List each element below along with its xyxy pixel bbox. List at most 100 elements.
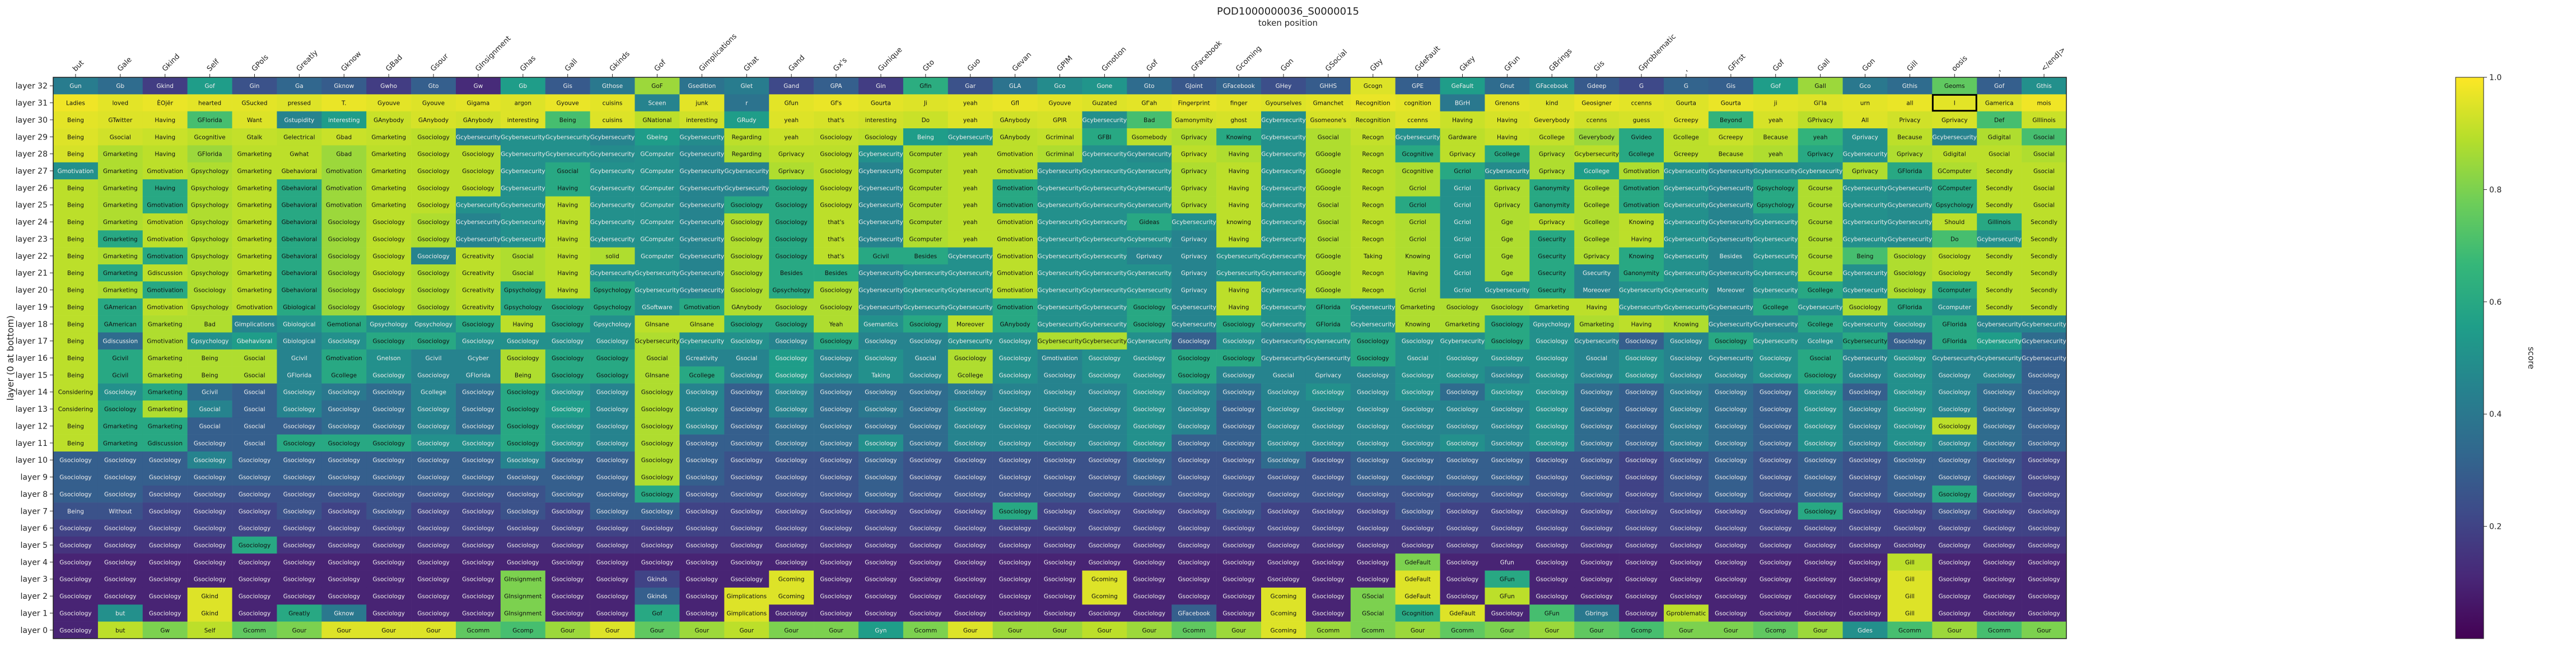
x-tick-label: GFirst [1726, 53, 1747, 73]
heatmap-cell [1977, 179, 2022, 197]
heatmap-cell [545, 128, 590, 146]
cell-label: Gsociology [1446, 304, 1478, 311]
cell-label: Gsociology [1178, 423, 1210, 430]
cell-label: Gsociology [1580, 559, 1612, 566]
x-tick-label: , [1682, 66, 1690, 73]
cell-label: Recogn [1362, 202, 1384, 209]
cell-label: Gmotivation [997, 219, 1033, 226]
cell-label: Gsociology [1894, 372, 1926, 379]
cell-label: Gsociology [1804, 542, 1836, 549]
cell-label: GFun [1500, 593, 1515, 600]
cell-label: Gsociology [2028, 389, 2060, 396]
cell-label: Gsociology [283, 457, 315, 464]
cell-label: Gsociology [1849, 491, 1881, 498]
cell-label: Gcybersecurity [1082, 287, 1127, 294]
cell-label: Gcybersecurity [1261, 270, 1306, 277]
cell-label: Gsociology [1670, 406, 1702, 413]
cell-label: interesting [865, 117, 897, 124]
cell-label: Gsociology [820, 406, 852, 413]
cell-label: Gsociology [1402, 542, 1434, 549]
cell-label: Gsociology [507, 491, 539, 498]
cell-label: Gmarketing [148, 389, 183, 396]
x-tick-label: Gsour [429, 52, 450, 73]
cell-label: Gsociology [954, 389, 986, 396]
cell-label: Gsociology [1044, 508, 1076, 515]
cell-label: Gsociology [1312, 440, 1344, 447]
cell-label: Geverybody [1534, 117, 1570, 124]
cell-label: Gsomebody [1132, 134, 1167, 141]
cell-label: Gsociology [1491, 457, 1523, 464]
cell-label: Gcybersecurity [1172, 321, 1216, 328]
cell-label: Gsociology [417, 202, 449, 209]
cell-label: Gmarketing [1445, 321, 1480, 328]
cell-label: Gsociology [417, 457, 449, 464]
heatmap-cell [948, 77, 993, 95]
cell-label: Gsociology [1446, 491, 1478, 498]
cell-label: Gsociology [417, 474, 449, 481]
cell-label: Gsociology [1357, 406, 1389, 413]
cell-label: Gpsychology [504, 304, 542, 311]
cell-label: Gcybersecurity [1843, 219, 1888, 226]
heatmap-cell [1127, 94, 1172, 112]
cell-label: Besides [825, 270, 848, 277]
cell-label: Gcybersecurity [1709, 219, 1753, 226]
cell-label: Gsociology [1089, 355, 1121, 362]
cell-label: Gsociology [686, 559, 718, 566]
cell-label: All [1861, 117, 1869, 124]
cell-label: Gmanchet [1313, 100, 1343, 107]
heatmap-cell [142, 94, 188, 112]
cell-label: Gsecurity [1538, 236, 1566, 243]
cell-label: Secondly [1986, 253, 2013, 260]
cell-label: Gsociology [1894, 491, 1926, 498]
heatmap-cell [634, 77, 680, 95]
cell-label: Gour [829, 627, 843, 634]
cell-label: GFacebook [1536, 83, 1569, 90]
cell-label: Gsociology [104, 525, 136, 532]
cell-label: Gsociology [2028, 610, 2060, 617]
cell-label: Gour [650, 627, 665, 634]
cell-label: Gsociology [462, 542, 494, 549]
heatmap-cell [1305, 128, 1351, 146]
heatmap-cell [1395, 94, 1440, 112]
cell-label: Gpsychology [191, 304, 229, 311]
cell-label: Gcybersecurity [590, 219, 635, 226]
cell-label: Gw [474, 83, 483, 90]
heatmap-cell [1529, 94, 1575, 112]
cell-label: Gsociology [239, 525, 270, 532]
cell-label: Gsociology [328, 253, 360, 260]
cell-label: Gcybersecurity [1216, 270, 1261, 277]
cell-label: Gsociology [417, 576, 449, 583]
cell-label: Gcomp [512, 627, 534, 634]
heatmap-cell [411, 128, 456, 146]
cell-label: GInsane [690, 321, 714, 328]
cell-label: Gmarketing [237, 151, 272, 158]
cell-label: Gprivacy [1449, 151, 1476, 158]
cell-label: Gsociology [462, 593, 494, 600]
cell-label: Gsociology [865, 389, 897, 396]
cell-label: Gcourse [1808, 219, 1832, 226]
cell-label: Gsociology [909, 440, 941, 447]
cell-label: Knowing [1405, 321, 1430, 328]
cell-label: Gcybersecurity [1082, 168, 1127, 175]
cell-label: Gsociology [59, 559, 91, 566]
cell-label: Gsociology [1267, 576, 1299, 583]
cell-label: Gsociology [417, 270, 449, 277]
cell-label: Gsociology [239, 474, 270, 481]
cell-label: Gour [1724, 627, 1738, 634]
cell-label: Gsociology [954, 406, 986, 413]
cell-label: Having [1586, 304, 1607, 311]
heatmap-cell [2022, 111, 2067, 129]
cell-label: Gill [1905, 610, 1915, 617]
heatmap-cell [992, 128, 1038, 146]
cell-label: Gto [428, 83, 439, 90]
cell-label: Gsocial [915, 355, 936, 362]
cell-label: Gcivil [426, 355, 442, 362]
heatmap-cell [1529, 145, 1575, 163]
cell-label: Gsociology [1760, 525, 1791, 532]
cell-label: Gmotivation [326, 202, 362, 209]
heatmap-cell [948, 162, 993, 180]
cell-label: Gsociology [865, 491, 897, 498]
cell-label: Gbehavioral [282, 219, 318, 226]
colorbar-ticks: 0.20.40.60.81.0 [2484, 73, 2502, 532]
